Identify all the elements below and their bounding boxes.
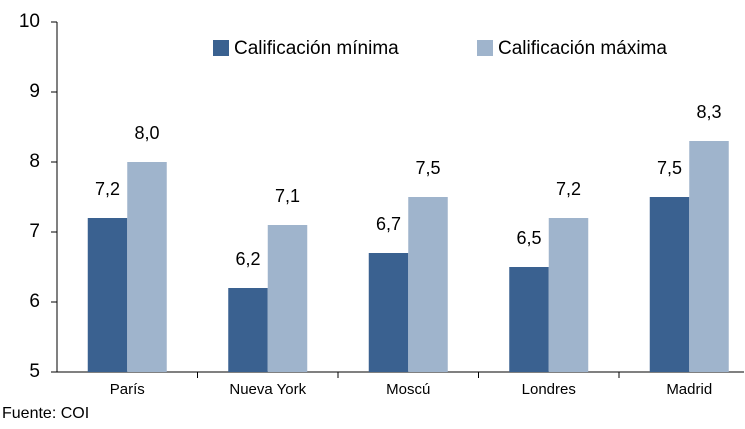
value-label: 7,5 [415, 158, 440, 178]
y-tick-label: 10 [19, 11, 40, 32]
value-label: 6,7 [376, 214, 401, 234]
y-tick-label: 5 [29, 361, 40, 382]
legend-label: Calificación máxima [498, 38, 667, 59]
bar [228, 288, 268, 372]
y-tick-label: 7 [29, 221, 40, 242]
x-tick-label: París [110, 381, 145, 398]
legend-label: Calificación mínima [234, 38, 399, 59]
x-tick-label: Moscú [386, 381, 430, 398]
source: Fuente: COI [2, 405, 89, 422]
x-tick-label: Nueva York [229, 381, 306, 398]
bar [408, 197, 448, 372]
bar [127, 162, 167, 372]
value-label: 7,5 [657, 158, 682, 178]
bar [267, 225, 308, 372]
y-tick-label: 8 [29, 151, 40, 172]
bar [509, 267, 549, 372]
value-label: 8,0 [134, 123, 159, 143]
bar [87, 218, 128, 372]
value-label: 6,5 [516, 228, 541, 248]
y-tick-label: 9 [29, 81, 40, 102]
bar [368, 253, 409, 372]
x-tick-label: Londres [522, 381, 576, 398]
y-tick-label: 6 [29, 291, 40, 312]
bar [649, 197, 690, 372]
x-tick-label: Madrid [666, 381, 712, 398]
value-label: 7,2 [556, 179, 581, 199]
legend-swatch [477, 40, 493, 56]
bar [548, 218, 589, 372]
value-label: 6,2 [235, 249, 260, 269]
value-label: 7,1 [275, 186, 300, 206]
bar [689, 141, 729, 372]
value-label: 7,2 [95, 179, 120, 199]
legend-swatch [213, 40, 229, 56]
value-label: 8,3 [696, 102, 721, 122]
